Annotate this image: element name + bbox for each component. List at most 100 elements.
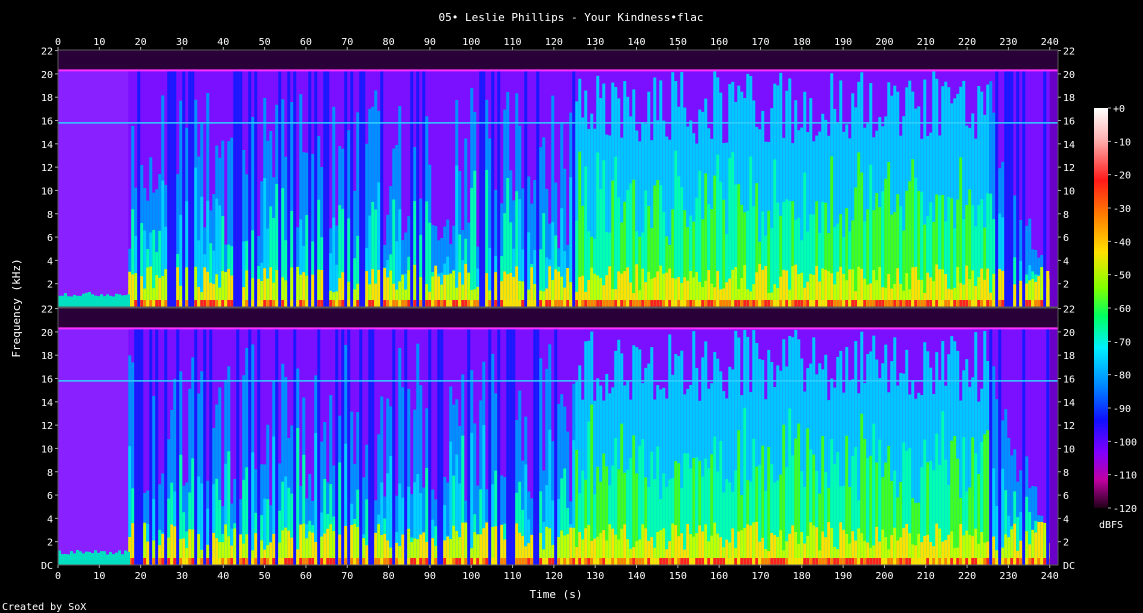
spectral-column	[809, 449, 813, 565]
spectral-column	[650, 278, 654, 307]
spectral-column	[377, 269, 381, 307]
spectral-column	[281, 481, 285, 565]
spectral-column	[215, 300, 219, 307]
intro-bass	[73, 553, 76, 565]
spectral-column	[776, 300, 780, 307]
spectral-column	[515, 300, 519, 307]
spectral-column	[914, 266, 918, 307]
spectral-column	[1013, 284, 1017, 307]
spectral-column	[986, 541, 990, 565]
spectral-column	[542, 521, 546, 565]
x-tick-label-bottom: 90	[424, 571, 436, 582]
spectral-column	[929, 558, 933, 565]
spectral-column	[419, 493, 423, 565]
spectral-column	[704, 280, 708, 307]
spectral-column	[662, 273, 666, 307]
spectral-column	[668, 541, 672, 565]
spectral-column	[782, 550, 786, 565]
spectral-column	[218, 387, 222, 565]
spectral-column	[623, 271, 627, 307]
spectral-column	[656, 558, 660, 565]
spectral-column	[584, 479, 588, 565]
y-tick-label-left: 8	[47, 210, 53, 221]
spectral-column	[134, 273, 138, 307]
spectral-column	[923, 535, 927, 565]
spectral-column	[722, 199, 726, 307]
spectral-column	[626, 267, 630, 307]
intro-bass	[73, 294, 76, 307]
y-tick-label-right: 10	[1063, 444, 1075, 455]
spectral-column	[998, 268, 1002, 307]
spectral-column	[788, 533, 792, 565]
x-tick-label-bottom: 50	[259, 571, 271, 582]
spectral-column	[806, 231, 810, 307]
spectral-column	[716, 300, 720, 307]
spectral-column	[275, 183, 279, 307]
spectral-column	[890, 535, 894, 565]
spectral-column	[605, 466, 609, 565]
spectral-column	[908, 181, 912, 307]
spectral-column	[206, 544, 210, 565]
spectral-column	[371, 201, 375, 307]
spectral-column	[158, 558, 162, 565]
spectral-column	[758, 263, 762, 307]
spectral-column	[815, 265, 819, 307]
spectral-column	[893, 212, 897, 307]
spectral-column	[914, 398, 918, 565]
spectral-column	[326, 558, 330, 565]
spectral-column	[578, 276, 582, 307]
spectral-column	[527, 543, 531, 565]
spectral-column	[389, 455, 393, 565]
spectral-column	[701, 357, 705, 565]
spectral-column	[158, 300, 162, 307]
spectral-column	[584, 300, 588, 307]
spectral-column	[779, 530, 783, 565]
colorbar-label: -100	[1113, 437, 1137, 448]
spectral-column	[995, 558, 999, 565]
spectral-column	[476, 485, 480, 565]
spectral-column	[878, 207, 882, 307]
spectral-column	[131, 300, 135, 307]
spectral-column	[629, 183, 633, 307]
spectral-column	[1028, 544, 1032, 565]
spectral-column	[545, 288, 549, 307]
y-tick-label-left: 10	[41, 444, 53, 455]
spectral-column	[542, 291, 546, 307]
spectral-column	[932, 71, 936, 307]
spectral-column	[593, 273, 597, 307]
spectral-column	[863, 438, 867, 565]
spectral-column	[848, 381, 852, 565]
spectral-column	[269, 542, 273, 565]
spectral-column	[437, 328, 441, 565]
spectral-column	[143, 522, 147, 565]
spectral-column	[509, 328, 513, 565]
spectral-column	[821, 300, 825, 307]
spectral-column	[671, 374, 675, 565]
spectral-column	[638, 300, 642, 307]
spectral-column	[686, 126, 690, 307]
spectral-column	[590, 113, 594, 308]
spectral-column	[605, 558, 609, 565]
y-tick-label-right: 4	[1063, 514, 1069, 525]
x-tick-label-top: 120	[545, 37, 563, 48]
spectral-column	[812, 214, 816, 307]
spectral-column	[668, 558, 672, 565]
spectral-column	[566, 431, 570, 565]
spectral-column	[1043, 558, 1047, 565]
spectral-column	[722, 391, 726, 565]
spectral-column	[806, 281, 810, 307]
spectral-column	[179, 214, 183, 307]
spectral-column	[146, 558, 150, 565]
y-tick-label-right: 22	[1063, 47, 1075, 58]
spectral-column	[701, 531, 705, 565]
spectral-column	[962, 219, 966, 307]
spectral-column	[683, 107, 687, 307]
spectral-column	[665, 236, 669, 307]
spectral-column	[449, 441, 453, 565]
spectral-column	[356, 112, 360, 307]
spectral-column	[266, 140, 270, 307]
spectral-column	[236, 328, 240, 565]
spectral-column	[920, 279, 924, 307]
spectral-column	[518, 558, 522, 565]
intro-region	[58, 70, 129, 308]
